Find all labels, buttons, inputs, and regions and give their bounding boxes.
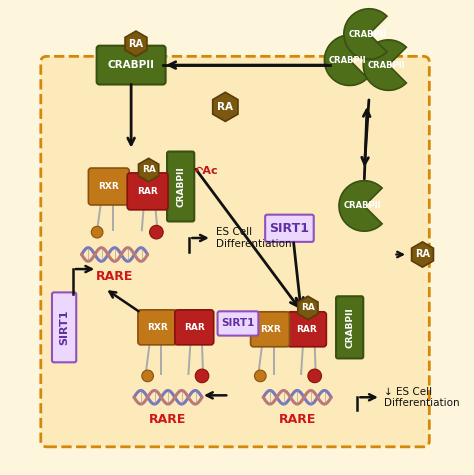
FancyBboxPatch shape — [218, 311, 258, 336]
Text: CRABPII: CRABPII — [108, 60, 155, 70]
Text: RA: RA — [218, 102, 233, 112]
Circle shape — [195, 369, 209, 383]
Text: RA: RA — [301, 304, 315, 313]
FancyBboxPatch shape — [288, 312, 327, 347]
FancyBboxPatch shape — [175, 310, 214, 345]
Text: CRABPII: CRABPII — [329, 56, 366, 65]
Polygon shape — [298, 296, 318, 320]
FancyBboxPatch shape — [127, 173, 168, 210]
Text: RARE: RARE — [279, 413, 316, 426]
FancyBboxPatch shape — [167, 152, 194, 221]
Circle shape — [255, 370, 266, 382]
Text: CRABPII: CRABPII — [348, 29, 386, 38]
FancyBboxPatch shape — [251, 312, 290, 347]
Circle shape — [308, 369, 321, 383]
Text: RXR: RXR — [260, 325, 281, 334]
Text: ES Cell
Differentiation: ES Cell Differentiation — [216, 227, 291, 249]
Polygon shape — [138, 158, 159, 181]
Text: RAR: RAR — [184, 323, 205, 332]
Text: CRABPII: CRABPII — [176, 166, 185, 207]
Polygon shape — [125, 31, 147, 57]
Polygon shape — [213, 92, 238, 122]
Wedge shape — [363, 40, 406, 90]
Text: CRABPII: CRABPII — [368, 61, 405, 70]
Wedge shape — [324, 35, 367, 86]
Text: RARE: RARE — [149, 413, 187, 426]
Text: RA: RA — [142, 165, 155, 174]
Text: SIRT1: SIRT1 — [221, 318, 255, 328]
Wedge shape — [344, 9, 387, 59]
Text: RA: RA — [415, 249, 430, 259]
Text: CRABPII: CRABPII — [344, 201, 381, 210]
Text: SIRT1: SIRT1 — [59, 310, 69, 345]
Text: RAR: RAR — [137, 187, 158, 196]
FancyBboxPatch shape — [0, 3, 464, 472]
Text: RXR: RXR — [147, 323, 168, 332]
Circle shape — [142, 370, 154, 382]
Text: RA: RA — [128, 39, 144, 49]
Text: ↓ ES Cell
Differentiation: ↓ ES Cell Differentiation — [383, 387, 459, 408]
FancyBboxPatch shape — [336, 296, 363, 359]
Text: RAR: RAR — [297, 325, 317, 334]
Text: SIRT1: SIRT1 — [269, 222, 310, 235]
FancyBboxPatch shape — [265, 215, 314, 242]
Circle shape — [91, 226, 103, 238]
Text: CRABPII: CRABPII — [345, 307, 354, 348]
Circle shape — [150, 225, 163, 239]
FancyBboxPatch shape — [97, 46, 165, 85]
Text: RXR: RXR — [99, 182, 119, 191]
Text: ↶Ac: ↶Ac — [194, 166, 219, 176]
FancyBboxPatch shape — [88, 168, 129, 205]
FancyBboxPatch shape — [138, 310, 177, 345]
Wedge shape — [339, 180, 382, 231]
Polygon shape — [411, 242, 433, 267]
FancyBboxPatch shape — [52, 293, 76, 362]
FancyBboxPatch shape — [41, 57, 429, 447]
Text: RARE: RARE — [96, 270, 133, 283]
